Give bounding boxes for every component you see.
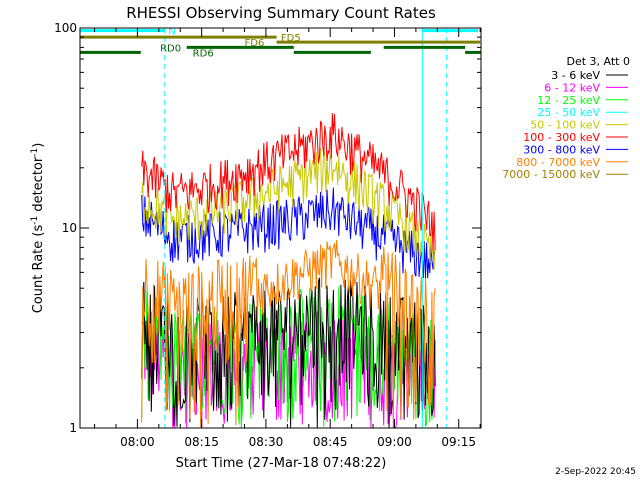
legend-label-6-12-kev: 6 - 12 keV [544, 81, 600, 94]
flag-label-fd5: FD5 [281, 33, 301, 44]
trace-300-800-kev [141, 187, 436, 279]
y-axis-label-main: Count Rate (s [31, 225, 46, 314]
traces-layer [141, 113, 436, 429]
x-tick-label-0: 08:00 [120, 435, 155, 449]
y-axis-label-mid: detector [31, 156, 46, 216]
legend-label-12-25-kev: 12 - 25 keV [537, 94, 600, 107]
legend-label-25-50-kev: 25 - 50 keV [537, 106, 600, 119]
x-axis-label: Start Time (27-Mar-18 07:48:22) [176, 456, 387, 471]
chart-title: RHESSI Observing Summary Count Rates [126, 4, 436, 22]
x-tick-label-3: 08:45 [313, 435, 348, 449]
flag-label-n: N [168, 27, 175, 38]
legend-label-50-100-kev: 50 - 100 keV [530, 119, 600, 132]
y-axis-ticks: 1 10 100 [54, 21, 481, 435]
trace-800-7000-kev [141, 239, 436, 428]
y-tick-label-0: 1 [69, 421, 77, 435]
x-tick-label-5: 09:15 [441, 435, 476, 449]
x-tick-label-2: 08:30 [249, 435, 284, 449]
legend-label-300-800-kev: 300 - 800 keV [523, 143, 600, 156]
generation-timestamp: 2-Sep-2022 20:45 [555, 467, 636, 477]
trace-100-300-kev [141, 113, 436, 252]
y-tick-label-1: 10 [62, 221, 77, 235]
trace-50-100-kev [141, 148, 436, 271]
y-axis-label-sup1: -1 [30, 216, 40, 225]
legend-label-3-6-kev: 3 - 6 keV [551, 69, 600, 82]
y-axis-label-end: ) [31, 143, 46, 148]
flag-label-fd6: FD6 [245, 38, 265, 49]
legend-label-800-7000-kev: 800 - 7000 keV [516, 156, 600, 169]
legend-header: Det 3, Att 0 [567, 55, 631, 68]
legend-label-100-300-kev: 100 - 300 keV [523, 131, 600, 144]
x-tick-label-4: 09:00 [377, 435, 412, 449]
flag-bars-layer: N FD5 FD6 RD0 RD6 [80, 27, 481, 59]
x-axis-ticks: 08:00 08:15 08:30 08:45 09:00 09:15 [94, 28, 481, 449]
y-tick-label-2: 100 [54, 21, 77, 35]
legend-label-7000-15000-kev: 7000 - 15000 keV [502, 168, 600, 181]
flag-label-rd6: RD6 [193, 48, 214, 59]
flag-label-rd0: RD0 [160, 43, 181, 54]
x-tick-label-1: 08:15 [184, 435, 219, 449]
y-axis-label: Count Rate (s-1 detector-1) [30, 143, 46, 314]
y-axis-label-sup2: -1 [30, 148, 40, 157]
